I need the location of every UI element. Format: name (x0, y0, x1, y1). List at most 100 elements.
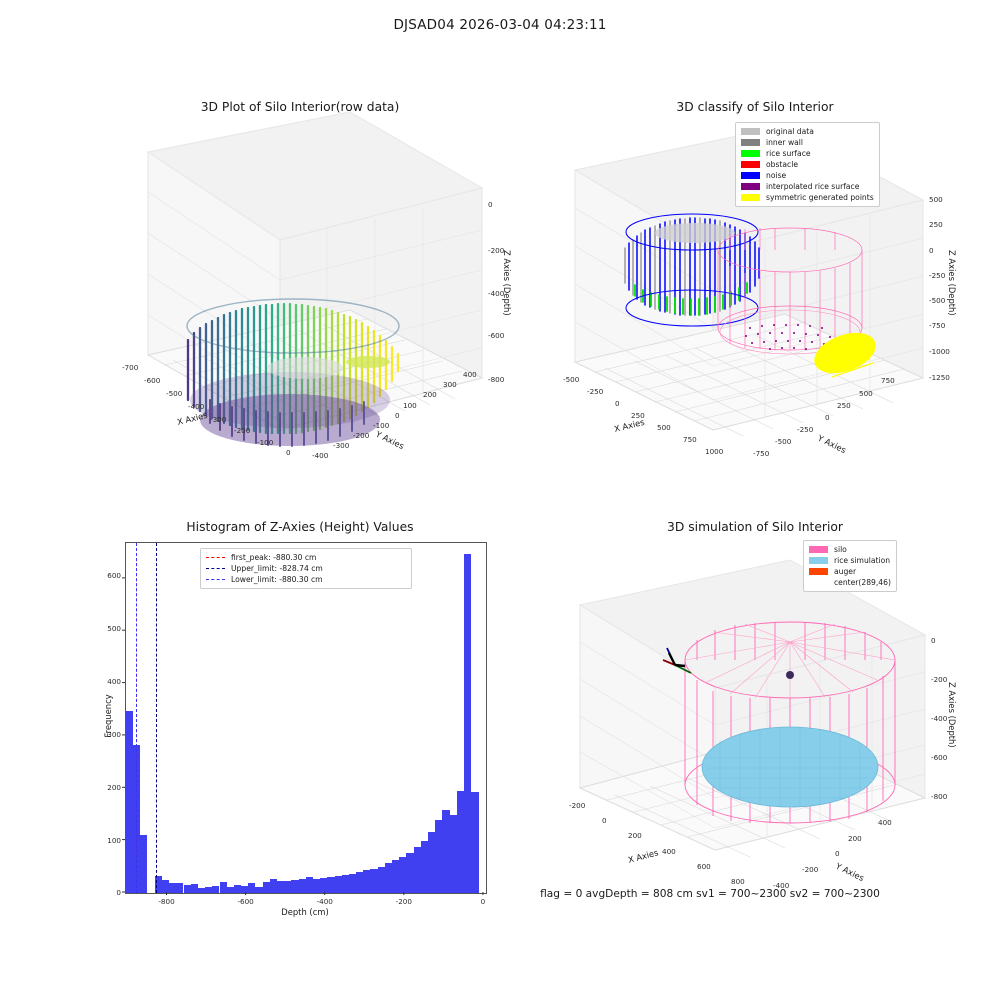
histogram-bar (413, 847, 422, 893)
svg-text:-300: -300 (210, 415, 227, 424)
legend-label-noise: noise (766, 170, 787, 180)
legend-item-original-data: original data (741, 126, 874, 137)
svg-text:-600: -600 (144, 376, 161, 385)
svg-text:400: 400 (463, 370, 477, 379)
histogram-bar (291, 880, 299, 893)
svg-text:500: 500 (107, 624, 121, 633)
legend-line-upper-limit (206, 565, 225, 572)
histogram-bar (406, 852, 414, 893)
legend-line-lower-limit (206, 576, 225, 583)
histogram-bar (421, 841, 429, 893)
histogram-bar (255, 886, 263, 893)
sim3d-zlabel: Z Axies (Depth) (947, 682, 957, 748)
classify3d-data-cylinder (624, 213, 760, 327)
svg-text:0: 0 (615, 399, 620, 408)
sim3d-center-marker (786, 671, 794, 679)
histogram-bar (392, 860, 400, 893)
svg-text:400: 400 (662, 847, 676, 856)
classify3d-interpolated-surface (719, 309, 861, 355)
histogram-bar (377, 866, 386, 893)
histogram-bar (356, 871, 364, 893)
raw3d-point-cloud (186, 298, 400, 447)
histogram-y-ticks: 0 100 200 300 400 500 600 Frequency (103, 571, 125, 897)
histogram-bar (269, 879, 278, 893)
svg-text:0: 0 (931, 636, 936, 645)
histogram-bar (385, 863, 393, 893)
sim3d-canvas[interactable]: -200 0 200 400 600 800 X Axies -400 -200… (545, 520, 965, 890)
panel-classify-3d: 3D classify of Silo Interior (545, 100, 965, 480)
legend-swatch-silo (809, 546, 828, 553)
classify3d-silo-wireframe (717, 227, 863, 351)
legend-label-rice-simulation: rice simulation (834, 555, 891, 565)
svg-text:-800: -800 (488, 375, 505, 384)
histogram-bar (176, 883, 184, 893)
histogram-bar (457, 790, 465, 893)
histogram-bar (471, 792, 479, 893)
classify3d-canvas[interactable]: -500 -250 0 250 500 750 1000 X Axies -75… (545, 100, 965, 480)
svg-text:250: 250 (929, 220, 943, 229)
classify3d-symmetric-points (814, 332, 876, 378)
svg-text:-200: -200 (396, 897, 413, 906)
svg-text:-100: -100 (257, 438, 274, 447)
histogram-bar (205, 886, 213, 893)
classify3d-title: 3D classify of Silo Interior (676, 100, 834, 114)
svg-text:250: 250 (837, 401, 851, 410)
legend-line-first-peak (206, 554, 225, 561)
panel-histogram: Histogram of Z-Axies (Height) Values 0 1… (100, 520, 500, 917)
svg-text:-600: -600 (237, 897, 254, 906)
legend-item-symmetric-generated-points: symmetric generated points (741, 192, 874, 203)
legend-label-auger: auger (834, 566, 857, 576)
svg-text:-200: -200 (353, 431, 370, 440)
legend-item-rice-surface: rice surface (741, 148, 874, 159)
svg-text:-200: -200 (488, 246, 505, 255)
svg-text:-500: -500 (929, 296, 946, 305)
histogram-bar (226, 887, 235, 893)
panel-raw-3d-plot: 3D Plot of Silo Interior(row data) (100, 100, 512, 480)
histogram-title: Histogram of Z-Axies (Height) Values (186, 520, 414, 534)
sim3d-panes (578, 559, 927, 851)
histogram-bar (464, 553, 472, 893)
legend-label-interpolated-rice-surface: interpolated rice surface (766, 181, 860, 191)
svg-text:-400: -400 (931, 714, 948, 723)
raw3d-canvas[interactable]: -700 -600 -500 -400 -300 -200 -100 0 X A… (100, 100, 512, 480)
svg-text:-200: -200 (802, 865, 819, 874)
classify3d-panes (573, 125, 925, 431)
histogram-bar (183, 885, 191, 893)
raw3d-z-ticks: 0 -200 -400 -600 -800 Z Axies (Depth) (488, 200, 512, 384)
status-line: flag = 0 avgDepth = 808 cm sv1 = 700~230… (540, 888, 880, 900)
svg-text:100: 100 (107, 836, 121, 845)
svg-text:-800: -800 (931, 792, 948, 801)
svg-text:-250: -250 (587, 387, 604, 396)
histogram-bar (449, 814, 457, 893)
svg-text:-250: -250 (929, 271, 946, 280)
classify3d-legend: original data inner wall rice surface ob… (735, 122, 880, 207)
legend-label-original-data: original data (766, 126, 814, 136)
histogram-bar (363, 870, 371, 893)
svg-text:-400: -400 (488, 289, 505, 298)
histogram-vline-upper-limit (156, 543, 158, 893)
histogram-bar (233, 885, 242, 893)
histogram-bar (442, 809, 450, 893)
classify3d-wall-grid (574, 207, 924, 418)
legend-item-obstacle: obstacle (741, 159, 874, 170)
histogram-bar (212, 886, 220, 893)
histogram-plot-area[interactable] (125, 542, 487, 894)
svg-text:400: 400 (878, 818, 892, 827)
histogram-bar (349, 873, 357, 893)
histogram-bar (197, 887, 206, 893)
svg-text:-400: -400 (317, 897, 334, 906)
legend-swatch-interpolated-rice-surface (741, 183, 760, 190)
legend-item-upper-limit: Upper_limit: -828.74 cm (206, 563, 406, 574)
histogram-bar (125, 710, 134, 893)
histogram-ylabel: Frequency (103, 694, 113, 737)
sim3d-silo-cone (684, 623, 896, 699)
legend-swatch-noise (741, 172, 760, 179)
svg-text:-500: -500 (166, 389, 183, 398)
legend-label-center: center(289,46) (834, 577, 891, 587)
classify3d-xlabel: X Axies (613, 417, 645, 434)
svg-text:-400: -400 (188, 402, 205, 411)
svg-text:-1250: -1250 (929, 373, 950, 382)
sim3d-ylabel: Y Axies (833, 860, 866, 883)
svg-text:200: 200 (848, 834, 862, 843)
